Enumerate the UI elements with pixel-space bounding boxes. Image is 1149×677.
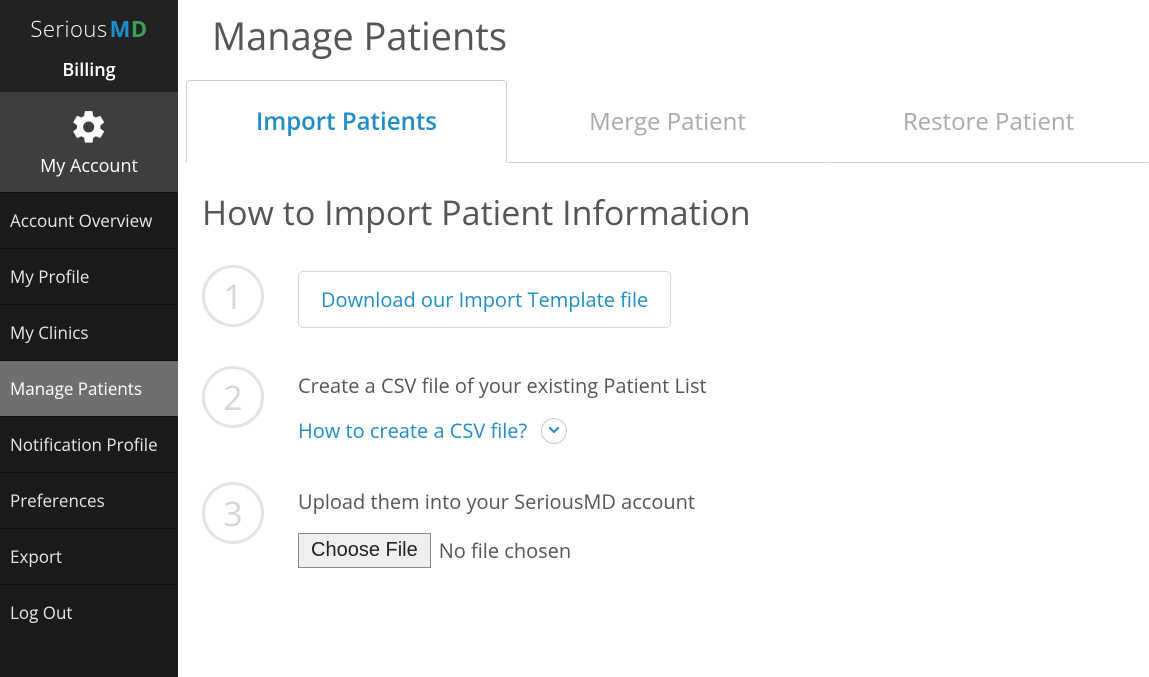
sidebar-item-label: Notification Profile [10,433,158,456]
sidebar-item-export[interactable]: Export [0,528,178,584]
sidebar-item-manage-patients[interactable]: Manage Patients [0,360,178,416]
sidebar-account-label: My Account [0,154,178,178]
sidebar-item-my-profile[interactable]: My Profile [0,248,178,304]
step-2-text: Create a CSV file of your existing Patie… [298,372,707,399]
sidebar-item-label: Export [10,545,62,568]
no-file-chosen-text: No file chosen [439,537,571,564]
step-2-number: 2 [202,366,264,428]
tab-label: Merge Patient [589,105,746,138]
sidebar-item-preferences[interactable]: Preferences [0,472,178,528]
howto-csv-link[interactable]: How to create a CSV file? [298,417,527,444]
sidebar-item-label: Account Overview [10,209,152,232]
sidebar-item-label: My Profile [10,265,89,288]
sidebar: SeriousMD Billing My Account Account Ove… [0,0,178,677]
download-template-button[interactable]: Download our Import Template file [298,271,671,328]
choose-file-label: Choose File [311,539,418,561]
sidebar-item-label: Log Out [10,601,72,624]
tab-restore-patient[interactable]: Restore Patient [828,80,1149,163]
gear-icon-wrap [0,108,178,146]
tab-import-patients[interactable]: Import Patients [186,80,507,163]
tabs: Import Patients Merge Patient Restore Pa… [186,80,1149,163]
tab-label: Restore Patient [903,105,1074,138]
chevron-down-icon [549,427,559,434]
choose-file-button[interactable]: Choose File [298,533,431,568]
sidebar-item-my-clinics[interactable]: My Clinics [0,304,178,360]
brand-name: Serious [30,14,107,44]
sidebar-item-label: My Clinics [10,321,88,344]
sidebar-item-notification-profile[interactable]: Notification Profile [0,416,178,472]
step-3-number: 3 [202,482,264,544]
sidebar-menu: Account Overview My Profile My Clinics M… [0,192,178,640]
step-2: 2 Create a CSV file of your existing Pat… [202,366,1125,444]
sidebar-item-label: Preferences [10,489,105,512]
page-title: Manage Patients [178,0,1149,80]
download-template-label: Download our Import Template file [321,286,648,313]
step-1: 1 Download our Import Template file [202,265,1125,328]
sidebar-my-account[interactable]: My Account [0,92,178,192]
step-3-text: Upload them into your SeriousMD account [298,488,695,515]
tab-content: How to Import Patient Information 1 Down… [178,163,1149,568]
expand-howto-button[interactable] [541,418,567,444]
brand-m: M [110,14,131,44]
sidebar-billing-label[interactable]: Billing [0,58,178,92]
sidebar-item-account-overview[interactable]: Account Overview [0,192,178,248]
main-content: Manage Patients Import Patients Merge Pa… [178,0,1149,677]
sidebar-item-label: Manage Patients [10,377,142,400]
tab-merge-patient[interactable]: Merge Patient [507,80,828,163]
step-3: 3 Upload them into your SeriousMD accoun… [202,482,1125,568]
gear-icon [70,108,108,146]
step-1-number: 1 [202,265,264,327]
brand-d: D [131,14,148,44]
section-title: How to Import Patient Information [202,189,1125,235]
tab-label: Import Patients [256,105,437,138]
brand-logo[interactable]: SeriousMD [0,0,178,58]
sidebar-item-log-out[interactable]: Log Out [0,584,178,640]
